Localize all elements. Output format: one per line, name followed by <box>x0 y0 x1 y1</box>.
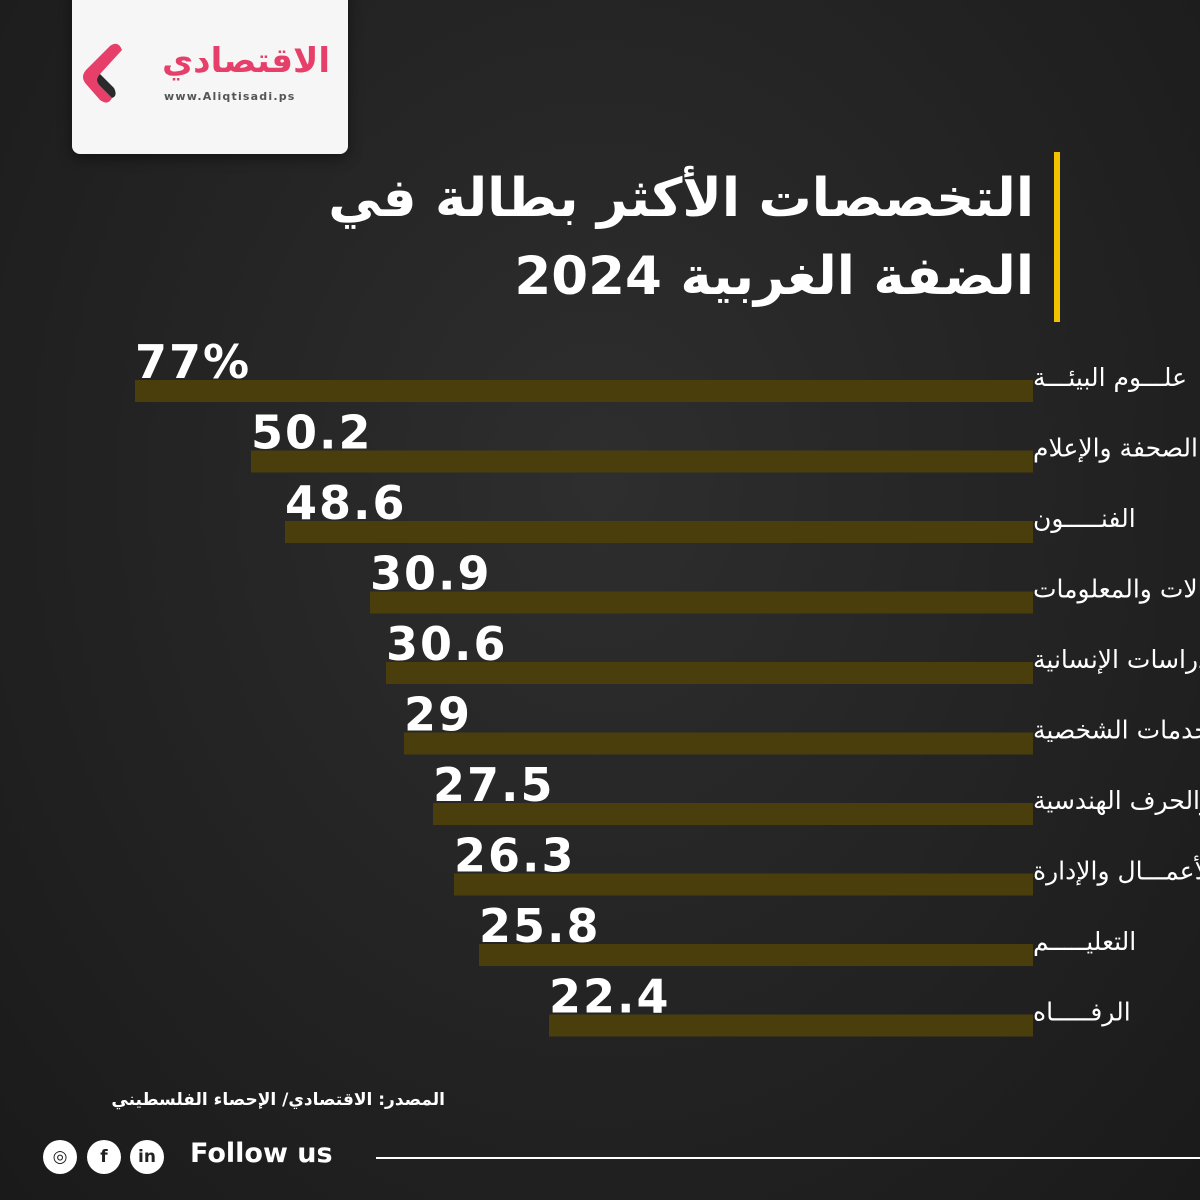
value-label-6: 27.5 <box>433 758 555 812</box>
category-label-1: الصحفة والإعلام <box>1033 434 1198 464</box>
category-label-2: الفنـــــون <box>1033 504 1136 533</box>
logo-url: www.Aliqtisadi.ps <box>164 90 296 103</box>
value-label-9: 22.4 <box>549 970 671 1024</box>
bar-1 <box>251 450 1033 473</box>
value-label-4: 30.6 <box>386 617 508 671</box>
value-label-7: 26.3 <box>454 829 576 883</box>
bar-5 <box>404 732 1033 755</box>
value-label-8: 25.8 <box>479 899 601 953</box>
bar-3 <box>370 591 1033 614</box>
linkedin-icon[interactable]: in <box>130 1140 164 1174</box>
category-label-0: علـــوم البيئـــة <box>1033 363 1187 392</box>
value-label-2: 48.6 <box>285 476 407 530</box>
category-label-5: الخدمات الشخصية <box>1033 716 1200 745</box>
logo-card: الاقتصادي www.Aliqtisadi.ps <box>72 0 348 154</box>
category-label-4: الدراسات الإنسانية <box>1033 645 1200 674</box>
bar-2 <box>285 521 1033 543</box>
follow-us-label: Follow us <box>190 1138 333 1169</box>
footer-divider <box>376 1157 1200 1159</box>
page-title: التخصصات الأكثر بطالة في الضفة الغربية 2… <box>274 160 1034 316</box>
facebook-icon[interactable]: f <box>87 1140 121 1174</box>
title-line-1: التخصصات الأكثر بطالة في <box>328 168 1034 229</box>
title-accent-bar <box>1054 152 1060 322</box>
bar-9 <box>549 1014 1033 1037</box>
bar-4 <box>386 662 1033 684</box>
category-label-6: الهندسة والحرف الهندسية <box>1033 786 1200 816</box>
value-label-0: 77% <box>135 335 251 389</box>
category-label-7: الأعمـــال والإدارة <box>1033 855 1200 887</box>
category-label-8: التعليـــــم <box>1033 927 1136 957</box>
value-label-3: 30.9 <box>370 547 492 601</box>
bar-8 <box>479 944 1033 966</box>
category-label-9: الرفـــــاه <box>1033 998 1131 1027</box>
bar-0 <box>135 380 1033 402</box>
source-text: المصدر: الاقتصادي/ الإحصاء الفلسطيني <box>111 1090 445 1110</box>
logo-mark-icon <box>83 43 122 103</box>
bar-6 <box>433 803 1033 825</box>
category-label-3: تكنولوجيا الاتصالات والمعلومات <box>1033 575 1200 605</box>
bar-7 <box>454 873 1033 896</box>
instagram-icon[interactable]: ◎ <box>43 1140 77 1174</box>
title-line-2: الضفة الغربية 2024 <box>514 246 1034 307</box>
value-label-5: 29 <box>404 688 472 742</box>
value-label-1: 50.2 <box>251 406 373 460</box>
logo-text: الاقتصادي <box>162 41 330 81</box>
